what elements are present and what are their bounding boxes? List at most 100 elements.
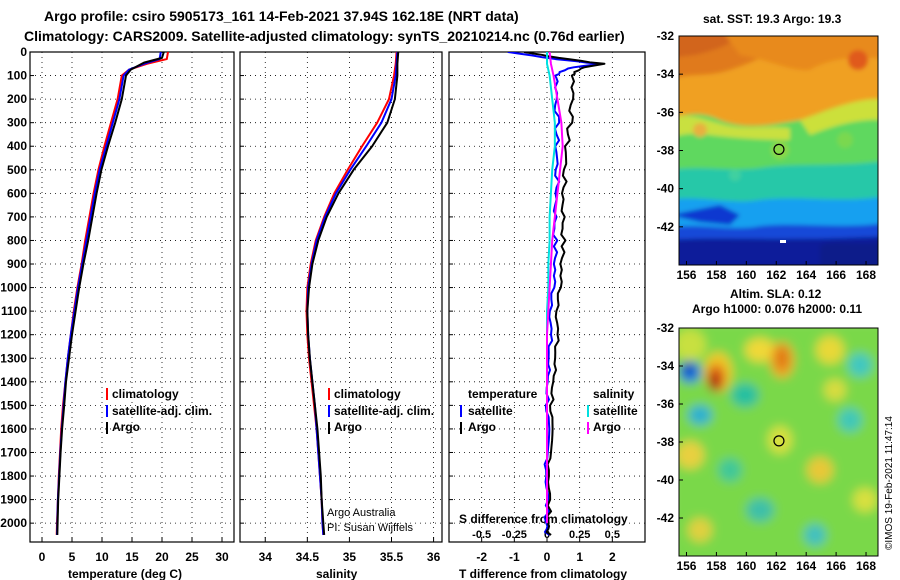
x-tick-label: 10 bbox=[95, 550, 109, 564]
x-tick-label: 30 bbox=[215, 550, 229, 564]
s-difference-x-axis: -0.5 -0.25 0 0.25 0.5 bbox=[472, 529, 620, 541]
depth-tick-label: 1400 bbox=[0, 375, 27, 389]
map-y-tick-label: -34 bbox=[657, 359, 675, 373]
sst-map-panel: sat. SST: 19.3 Argo: 19.3 bbox=[657, 12, 879, 282]
map-y-tick-label: -42 bbox=[657, 511, 675, 525]
x-tick-label: -2 bbox=[476, 550, 487, 564]
legend-label-t-satellite: satellite bbox=[468, 404, 513, 418]
x-tick-label-secondary: 0 bbox=[544, 529, 550, 541]
map-x-tick-label: 166 bbox=[826, 268, 846, 282]
map-y-tick-label: -36 bbox=[657, 397, 675, 411]
x-tick-label: 36 bbox=[427, 550, 441, 564]
depth-tick-label: 700 bbox=[7, 210, 27, 224]
x-tick-label-secondary: -0.5 bbox=[472, 529, 491, 541]
map-y-tick-label: -32 bbox=[657, 321, 675, 335]
depth-tick-label: 0 bbox=[20, 45, 27, 59]
x-tick-label-secondary: 0.25 bbox=[569, 529, 590, 541]
temperature-lines bbox=[55, 52, 169, 535]
x-tick-label: 35 bbox=[343, 550, 357, 564]
temperature-satellite-line bbox=[56, 52, 162, 535]
difference-t-argo-line bbox=[523, 52, 606, 536]
temperature-legend: climatology satellite-adj. clim. Argo bbox=[106, 387, 212, 434]
map-y-tick-label: -40 bbox=[657, 473, 675, 487]
salinity-axis-label: salinity bbox=[316, 567, 358, 580]
legend-title-salinity: salinity bbox=[593, 387, 635, 401]
depth-tick-label: 1500 bbox=[0, 398, 27, 412]
sst-map-image bbox=[679, 36, 878, 265]
depth-tick-label: 2000 bbox=[0, 516, 27, 530]
map-x-tick-label: 162 bbox=[766, 268, 786, 282]
map-x-tick-label: 166 bbox=[826, 559, 846, 573]
legend-label-satellite: satellite-adj. clim. bbox=[112, 404, 212, 418]
x-tick-label: 0 bbox=[39, 550, 46, 564]
x-tick-label: 34 bbox=[259, 550, 273, 564]
map-y-tick-label: -32 bbox=[657, 29, 675, 43]
map-x-tick-label: 156 bbox=[676, 559, 696, 573]
legend-label-climatology: climatology bbox=[112, 387, 179, 401]
temperature-x-axis: 0 5 10 15 20 25 30 bbox=[39, 537, 229, 564]
x-tick-label: -1 bbox=[509, 550, 520, 564]
sla-map-subtitle: Argo h1000: 0.076 h2000: 0.11 bbox=[692, 302, 862, 316]
temperature-argo-line bbox=[56, 52, 165, 535]
x-tick-label-secondary: -0.25 bbox=[502, 529, 527, 541]
salinity-panel: 34 34.5 35 35.5 36 salinity climatology sate… bbox=[239, 51, 443, 580]
sst-map-axes: 156 158 160 162 164 166 168 -32 -34 -36 -38 -40 -42 bbox=[657, 29, 877, 282]
t-difference-x-axis: -2 -1 0 1 2 bbox=[476, 537, 616, 564]
temperature-panel: 0100200300400500600700800900100011001200… bbox=[0, 45, 235, 580]
x-tick-label: 5 bbox=[69, 550, 76, 564]
map-x-tick-label: 158 bbox=[706, 559, 726, 573]
legend-label-argo: Argo bbox=[112, 420, 140, 434]
salinity-lines bbox=[305, 52, 400, 536]
imos-timestamp-credit: ©IMOS 19-Feb-2021 11:47:14 bbox=[884, 416, 895, 550]
salinity-argo-line bbox=[306, 52, 400, 536]
depth-tick-label: 1600 bbox=[0, 422, 27, 436]
map-x-tick-label: 168 bbox=[856, 559, 876, 573]
depth-tick-label: 1800 bbox=[0, 469, 27, 483]
depth-tick-label: 1900 bbox=[0, 493, 27, 507]
x-tick-label: 1 bbox=[576, 550, 583, 564]
float-position-marker bbox=[773, 143, 785, 155]
map-y-tick-label: -38 bbox=[657, 435, 675, 449]
depth-axis-labels: 0 100 200 300 400 500 600 700 800 900 1000 1100 1200… bbox=[0, 45, 27, 530]
salinity-plot-frame bbox=[239, 51, 443, 543]
legend-label-s-argo: Argo bbox=[593, 420, 621, 434]
depth-tick-label: 800 bbox=[7, 233, 27, 247]
t-difference-axis-label: T difference from climatology bbox=[459, 567, 627, 580]
header-line-1: Argo profile: csiro 5905173_161 14-Feb-2… bbox=[44, 8, 519, 24]
depth-tick-label: 1100 bbox=[1, 304, 27, 318]
legend-label-s-satellite: satellite bbox=[593, 404, 638, 418]
x-tick-label: 34.5 bbox=[296, 550, 320, 564]
salinity-legend: climatology satellite-adj. clim. Argo bbox=[328, 387, 434, 434]
map-y-tick-label: -40 bbox=[657, 182, 675, 196]
salinity-satellite-line bbox=[306, 52, 399, 536]
difference-legend: temperature satellite Argo salinity sate… bbox=[460, 387, 638, 434]
credit-pi: PI: Susan Wijffels bbox=[327, 522, 413, 534]
sla-map-image bbox=[679, 328, 878, 556]
temperature-grid bbox=[30, 51, 234, 542]
x-tick-label: 35.5 bbox=[380, 550, 404, 564]
float-position-marker bbox=[773, 435, 785, 447]
legend-label-climatology: climatology bbox=[334, 387, 401, 401]
difference-s-argo-line bbox=[546, 52, 564, 524]
legend-label-satellite: satellite-adj. clim. bbox=[334, 404, 434, 418]
depth-tick-label: 100 bbox=[7, 69, 27, 83]
map-x-tick-label: 158 bbox=[706, 268, 726, 282]
map-y-tick-label: -34 bbox=[657, 67, 675, 81]
depth-tick-label: 900 bbox=[7, 257, 27, 271]
map-y-tick-label: -38 bbox=[657, 144, 675, 158]
map-x-tick-label: 160 bbox=[736, 268, 756, 282]
difference-lines bbox=[507, 52, 606, 536]
depth-tick-label: 1700 bbox=[0, 445, 27, 459]
map-x-tick-label: 168 bbox=[856, 268, 876, 282]
difference-panel: -2 -1 0 1 2 -0.5 -0.25 0 0.25 0.5 S difference f… bbox=[448, 51, 646, 580]
depth-tick-label: 600 bbox=[7, 186, 27, 200]
x-tick-label: 2 bbox=[609, 550, 616, 564]
map-x-tick-label: 156 bbox=[676, 268, 696, 282]
x-tick-label: 20 bbox=[155, 550, 169, 564]
map-y-tick-label: -36 bbox=[657, 105, 675, 119]
temperature-axis-label: temperature (deg C) bbox=[68, 567, 182, 580]
map-x-tick-label: 164 bbox=[796, 559, 816, 573]
legend-label-argo: Argo bbox=[334, 420, 362, 434]
depth-tick-label: 500 bbox=[7, 163, 27, 177]
